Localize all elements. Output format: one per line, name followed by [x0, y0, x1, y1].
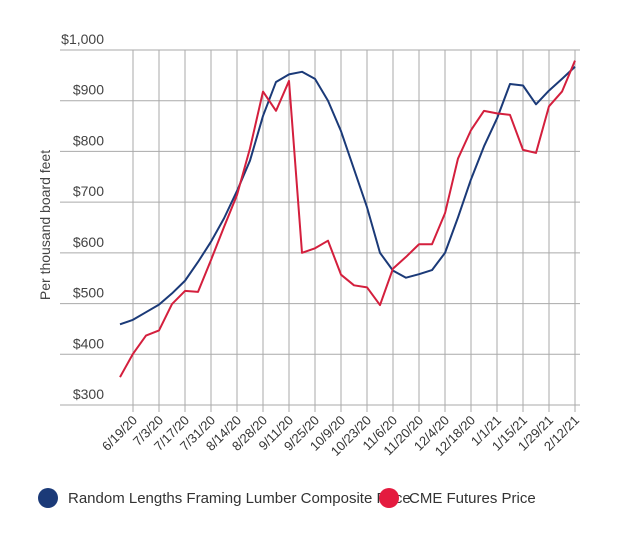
y-tick-label: $900	[73, 82, 104, 98]
legend-label: Random Lengths Framing Lumber Composite …	[68, 489, 411, 507]
y-tick-label: $300	[73, 386, 104, 402]
y-tick-label: $500	[73, 285, 104, 301]
y-axis-label: Per thousand board feet	[37, 150, 53, 300]
y-tick-label: $600	[73, 234, 104, 250]
series-line-random-lengths	[119, 66, 576, 326]
y-tick-label: $700	[73, 183, 104, 199]
y-ticks: $300 $400 $500 $600 $700 $800 $900 $1,000	[61, 31, 104, 402]
legend-swatch-blue	[38, 488, 58, 508]
x-ticks: 6/19/207/3/207/17/207/31/208/14/208/28/2…	[99, 413, 582, 459]
y-tick-label: $400	[73, 335, 104, 351]
legend-item-cme-futures: CME Futures Price	[379, 488, 536, 508]
series-line-cme-futures	[119, 60, 576, 378]
y-tick-label: $800	[73, 132, 104, 148]
y-tick-label: $1,000	[61, 31, 104, 47]
line-chart: $300 $400 $500 $600 $700 $800 $900 $1,000 6/19/…	[37, 31, 582, 459]
legend-label: CME Futures Price	[409, 489, 536, 507]
series-lines	[119, 60, 576, 378]
grid	[60, 49, 580, 412]
legend-swatch-red	[379, 488, 399, 508]
legend-item-random-lengths: Random Lengths Framing Lumber Composite …	[38, 488, 411, 508]
